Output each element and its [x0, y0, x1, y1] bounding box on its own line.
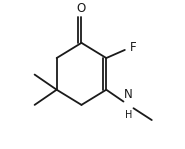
Text: O: O	[77, 2, 86, 15]
Text: H: H	[125, 110, 132, 120]
Text: F: F	[130, 41, 136, 53]
Text: N: N	[124, 89, 133, 101]
